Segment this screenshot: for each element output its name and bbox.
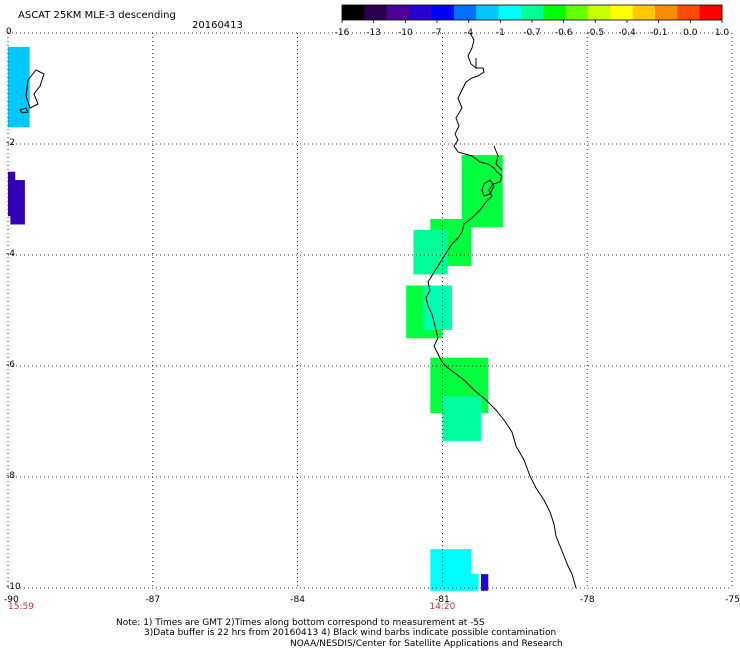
lon-tick-label: -90	[4, 595, 19, 605]
latitude-labels: 0 -2 -4 -6 -8 -10	[6, 27, 21, 592]
note-line-3: NOAA/NESDIS/Center for Satellite Applica…	[290, 639, 563, 649]
map-date: 20160413	[192, 20, 243, 31]
lat-tick-label: 0	[6, 27, 12, 37]
colorbar-swatch	[342, 5, 365, 20]
time-labels: 15:59 14:20	[8, 602, 456, 612]
lon-tick-label: -84	[290, 595, 305, 605]
time-label: 15:59	[8, 602, 34, 612]
colorbar-swatch	[364, 5, 388, 20]
lat-tick-label: -2	[6, 138, 15, 148]
colorbar-label: -16	[335, 28, 350, 38]
lon-tick-label: -81	[435, 595, 450, 605]
wind-data-patch	[8, 171, 16, 217]
lat-tick-label: -10	[6, 582, 21, 592]
wind-data-patch	[481, 574, 489, 591]
colorbar-swatch	[520, 5, 544, 20]
lat-tick-label: -6	[6, 360, 15, 370]
wind-data-patch	[442, 574, 479, 591]
coastline-mainland	[425, 32, 577, 589]
colorbar-swatch	[699, 5, 723, 20]
coastline-gulf-island	[481, 179, 495, 197]
colorbar-label: 1.0	[715, 28, 730, 38]
wind-data-patches	[8, 46, 503, 591]
note-line-1: Note: 1) Times are GMT 2)Times along bot…	[116, 618, 485, 628]
lat-tick-label: -4	[6, 249, 15, 259]
colorbar-swatch	[386, 5, 410, 20]
colorbar-label: -0.4	[618, 28, 636, 38]
lon-tick-label: -87	[145, 595, 160, 605]
colorbar-swatch	[431, 5, 455, 20]
galapagos-island-small	[19, 107, 29, 114]
colorbar-swatch	[409, 5, 432, 20]
lat-tick-label: -8	[6, 471, 15, 481]
colorbar-swatch	[587, 5, 611, 20]
colorbar-label: -10	[398, 28, 413, 38]
coastline-gulf-shore	[493, 145, 503, 171]
wind-data-patch	[423, 285, 453, 330]
colorbar-swatch	[476, 5, 499, 20]
wind-data-patch	[442, 396, 482, 441]
colorbar-labels: -16 -13 -10 -7 -4 -1 -0.7 -0.6 -0.5 -0.4 -0.1 0.0 1.…	[335, 20, 730, 38]
colorbar-swatch	[565, 5, 589, 20]
lon-tick-label: -75	[725, 595, 740, 605]
note-line-2: 3)Data buffer is 22 hrs from 20160413 4)…	[144, 628, 556, 638]
colorbar-swatch	[677, 5, 701, 20]
longitude-labels: -90 -87 -84 -81 -78 -75	[4, 595, 740, 605]
colorbar-label: 0.0	[683, 28, 698, 38]
colorbar-swatch	[543, 5, 567, 20]
colorbar-swatch	[632, 5, 656, 20]
colorbar-label: -0.1	[650, 28, 668, 38]
galapagos-island-main	[25, 69, 45, 109]
coastline	[19, 32, 577, 589]
map-title: ASCAT 25KM MLE-3 descending	[18, 10, 176, 21]
colorbar-label: -0.6	[555, 28, 573, 38]
gridlines	[7, 32, 733, 589]
colorbar-swatch	[610, 5, 634, 20]
lon-tick-label: -78	[580, 595, 595, 605]
time-label: 14:20	[429, 602, 455, 612]
colorbar-label: -0.5	[587, 28, 605, 38]
wind-data-patch	[413, 230, 448, 275]
wind-data-patch	[8, 46, 30, 128]
colorbar-swatch	[498, 5, 522, 20]
colorbar	[341, 4, 723, 21]
colorbar-swatch	[654, 5, 678, 20]
colorbar-swatch	[453, 5, 477, 20]
colorbar-label: -13	[366, 28, 381, 38]
